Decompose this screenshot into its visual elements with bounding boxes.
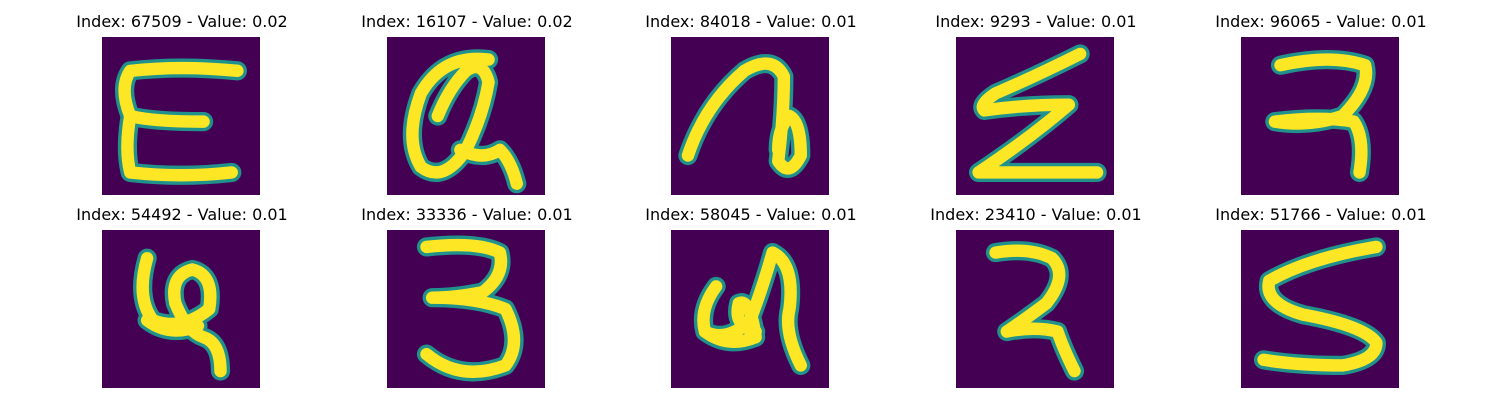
handwritten-swirl-image bbox=[671, 230, 829, 388]
panel-title: Index: 33336 - Value: 0.01 bbox=[361, 205, 573, 224]
panel-title: Index: 67509 - Value: 0.02 bbox=[76, 12, 288, 31]
handwritten-loop-image bbox=[671, 37, 829, 195]
handwritten-3-image bbox=[387, 230, 545, 388]
handwritten-E-image bbox=[102, 37, 260, 195]
handwritten-Z-image bbox=[956, 37, 1114, 195]
handwritten-S-image bbox=[1241, 230, 1399, 388]
handwritten-2-image bbox=[1241, 37, 1399, 195]
handwritten-swirl-image bbox=[102, 230, 260, 388]
handwritten-Q-image bbox=[387, 37, 545, 195]
panel-title: Index: 23410 - Value: 0.01 bbox=[930, 205, 1142, 224]
panel-title: Index: 84018 - Value: 0.01 bbox=[645, 12, 857, 31]
panel-title: Index: 9293 - Value: 0.01 bbox=[935, 12, 1137, 31]
panel-title: Index: 54492 - Value: 0.01 bbox=[76, 205, 288, 224]
panel-title: Index: 51766 - Value: 0.01 bbox=[1215, 205, 1427, 224]
handwritten-2-image bbox=[956, 230, 1114, 388]
panel-title: Index: 58045 - Value: 0.01 bbox=[645, 205, 857, 224]
panel-title: Index: 16107 - Value: 0.02 bbox=[361, 12, 573, 31]
panel-title: Index: 96065 - Value: 0.01 bbox=[1215, 12, 1427, 31]
